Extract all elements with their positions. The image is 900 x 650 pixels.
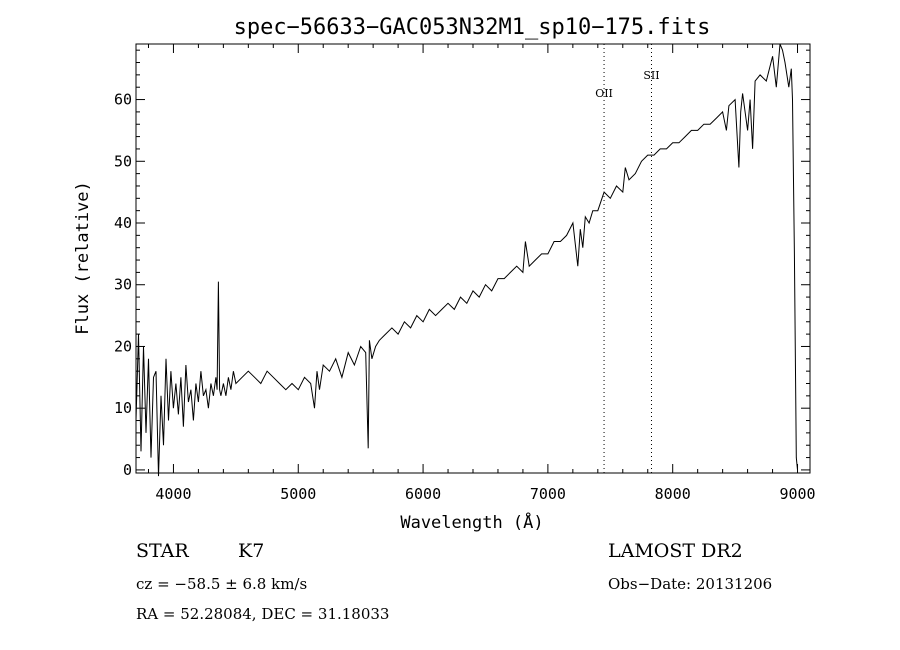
plot-frame [135,43,811,474]
object-class: STAR [136,540,189,562]
series-group [135,43,798,477]
x-tick-label: 9000 [779,485,815,503]
coordinates: RA = 52.28084, DEC = 31.18033 [136,605,390,623]
y-tick-label: 20 [114,337,132,355]
y-tick-label: 40 [114,214,132,232]
x-tick-label: 7000 [530,485,566,503]
survey-name: LAMOST DR2 [608,540,743,562]
x-tick-label: 8000 [655,485,691,503]
obs-date: Obs−Date: 20131206 [608,575,773,593]
object-subclass: K7 [238,540,265,562]
spectrum-line [135,43,798,477]
redshift-cz: cz = −58.5 ± 6.8 km/s [136,575,308,593]
x-tick-label: 6000 [405,485,441,503]
reference-line-label: OII [595,87,613,100]
y-axis-label: Flux (relative) [73,181,93,335]
x-tick-label: 5000 [280,485,316,503]
reference-lines: OII SII [595,44,660,473]
y-tick-label: 0 [123,461,132,479]
reference-line-label: SII [643,69,659,82]
y-tick-label: 50 [114,152,132,170]
y-tick-label: 30 [114,276,132,294]
axis-ticks: 4000 5000 6000 7000 8000 9000 0 10 20 30 40 50 60 [114,44,816,503]
x-tick-label: 4000 [155,485,191,503]
x-axis-label: Wavelength (Å) [400,511,543,533]
y-tick-label: 10 [114,399,132,417]
y-tick-label: 60 [114,91,132,109]
chart-title: spec−56633−GAC053N32M1_sp10−175.fits [234,15,711,40]
